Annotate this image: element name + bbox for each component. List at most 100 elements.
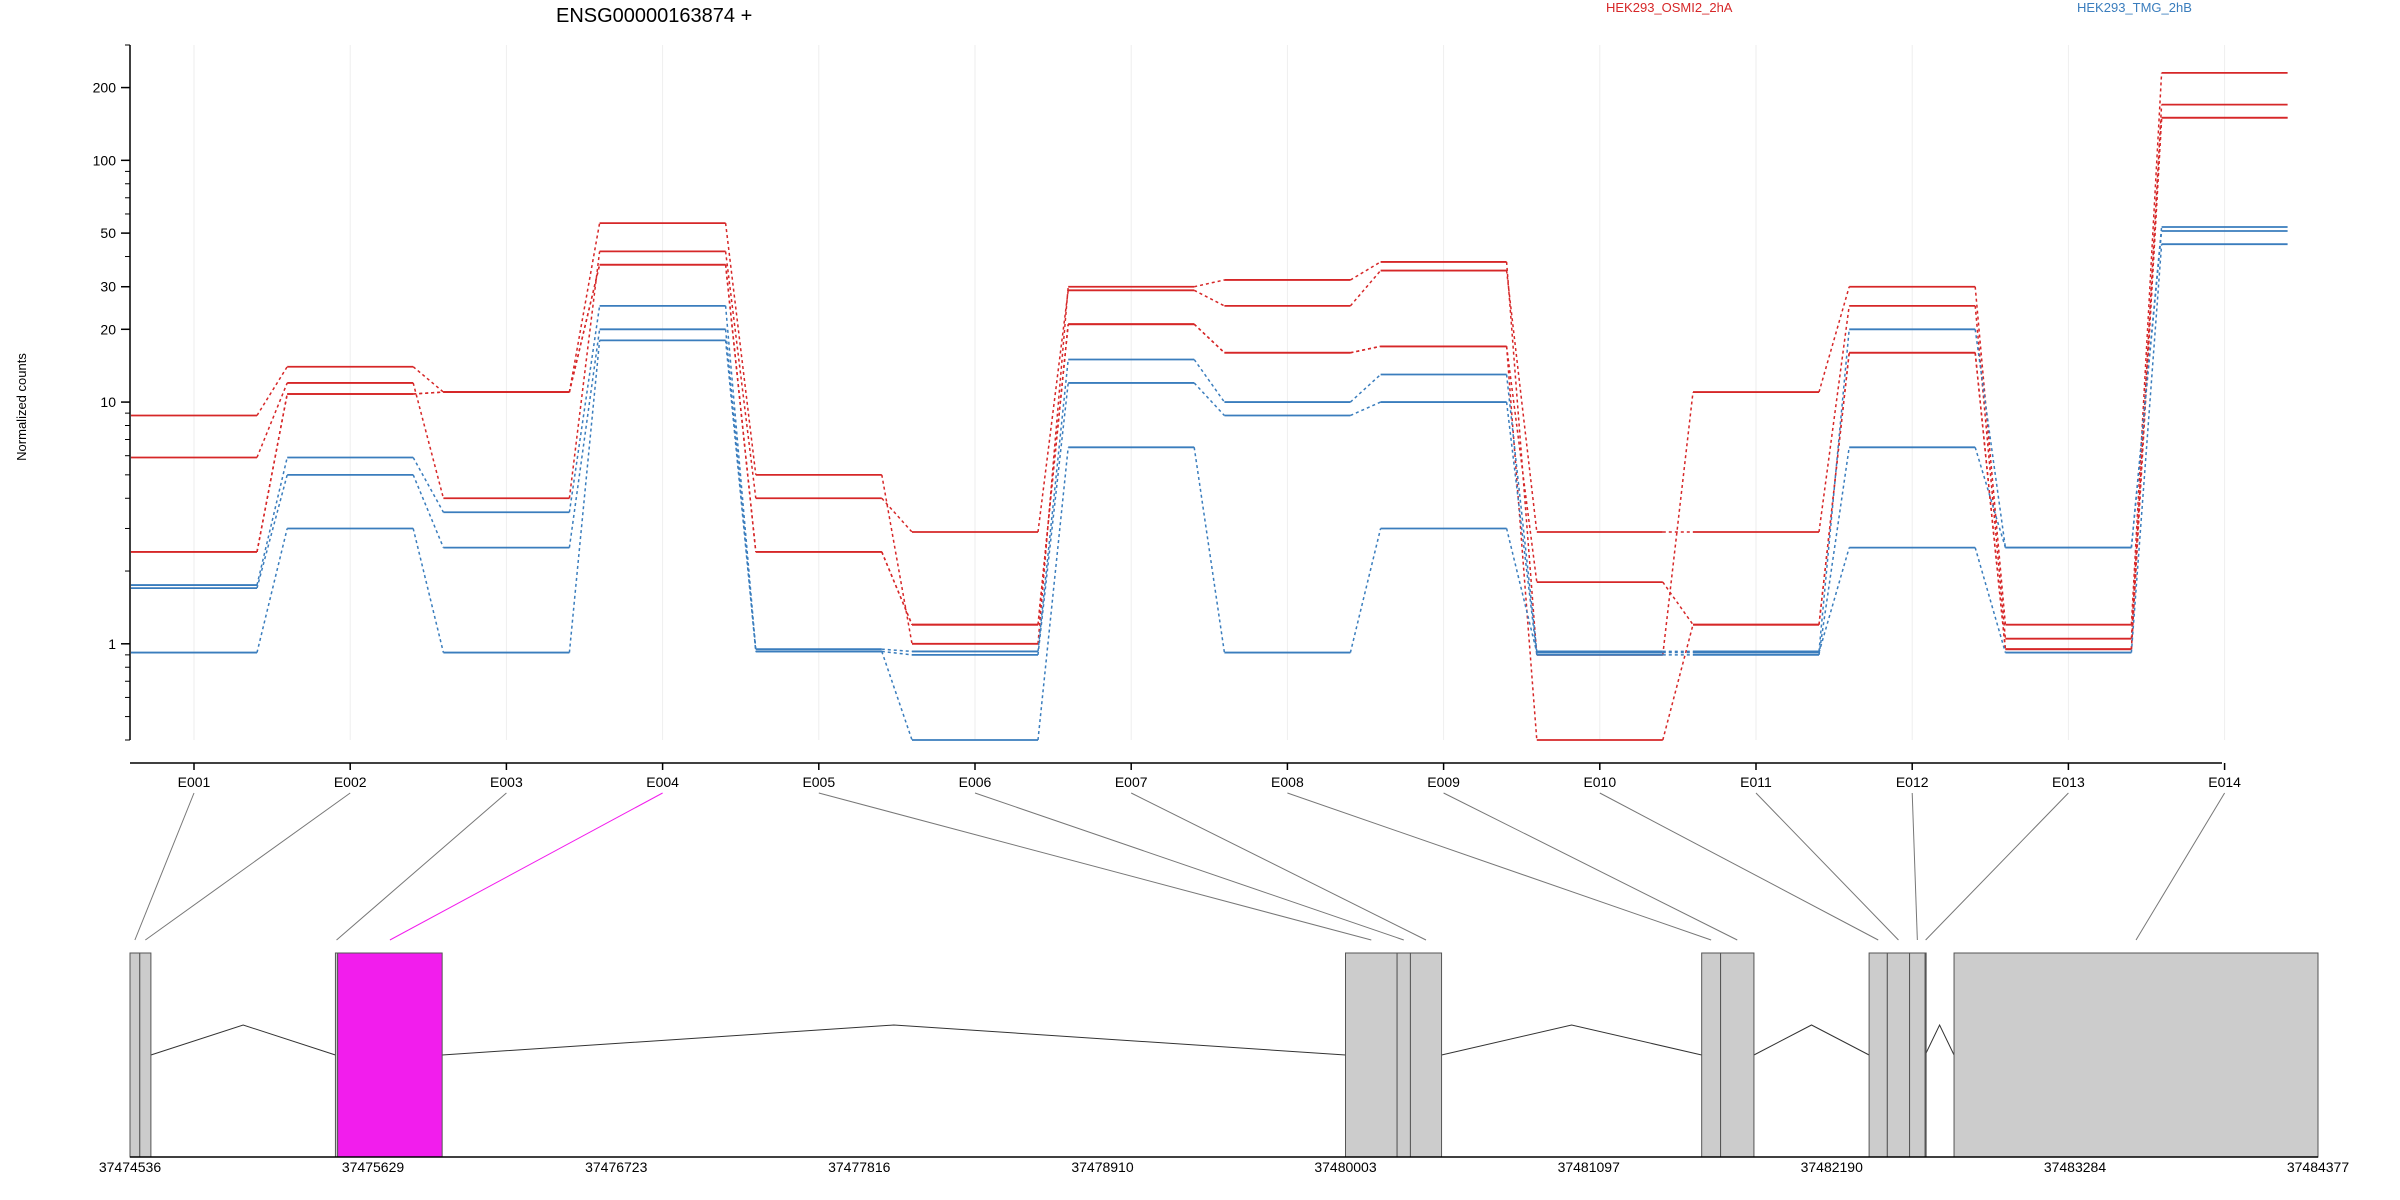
intron-line [1753, 1024, 1870, 1056]
y-tick-label: 20 [100, 321, 116, 337]
data-connector [1974, 547, 2007, 653]
data-connector [412, 366, 444, 393]
exon-connector [1755, 792, 1899, 941]
genomic-tick-label: 37476723 [585, 1159, 648, 1175]
data-connector [881, 474, 913, 644]
exon-box [1953, 952, 2319, 1158]
data-connector [256, 366, 288, 416]
exon-box [129, 952, 141, 1158]
axes: 1 10 20 30 50 100 200 E001 E002 E003 E004 E005 E006 E… [93, 44, 2241, 790]
data-connector [568, 222, 601, 393]
data-connector [1349, 270, 1382, 307]
data-connector [568, 251, 601, 499]
exon-connector [134, 792, 195, 941]
genomic-tick-label: 37478910 [1071, 1159, 1134, 1175]
data-connector [1818, 305, 1850, 533]
data-connector [1505, 270, 1538, 533]
data-connector [1974, 352, 2007, 650]
data-connector [1505, 261, 1538, 655]
data-connector [1193, 359, 1226, 403]
data-connector [1662, 391, 1694, 655]
exon-connector [1443, 792, 1738, 941]
genomic-tick-label: 37481097 [1558, 1159, 1621, 1175]
data-connector [1193, 382, 1225, 417]
x-tick-label: E012 [1896, 774, 1929, 790]
legend-entry-tmg: HEK293_TMG_2hB [2077, 0, 2192, 15]
genomic-tick-label: 37482190 [1801, 1159, 1864, 1175]
x-tick-label: E009 [1427, 774, 1460, 790]
x-tick-label: E008 [1271, 774, 1304, 790]
exon-box [1868, 952, 1888, 1158]
exon-box [1409, 952, 1443, 1158]
exon-connectors [134, 792, 2226, 941]
x-tick-label: E004 [646, 774, 679, 790]
data-connector [1037, 447, 1069, 741]
series-group [131, 243, 2288, 741]
data-connector [1350, 261, 1381, 281]
data-connector [1505, 528, 1538, 653]
y-tick-label: 1 [108, 636, 116, 652]
exon-connector [1911, 792, 1918, 941]
x-tick-label: E011 [1740, 774, 1772, 790]
y-tick-label: 30 [100, 279, 116, 295]
genomic-tick-label: 37484377 [2287, 1159, 2350, 1175]
data-connector [2130, 230, 2163, 548]
data-connector [1193, 289, 1225, 307]
data-connector [1037, 359, 1069, 652]
data-connector [1193, 447, 1226, 653]
data-connector [412, 528, 445, 653]
series-group [131, 230, 2288, 656]
exon-connector [818, 792, 1372, 941]
x-tick-label: E005 [802, 774, 835, 790]
data-connector [568, 305, 601, 513]
data-connector [724, 223, 757, 475]
data-connector [1505, 374, 1538, 652]
y-tick-label: 100 [93, 152, 117, 168]
exon-connector [1130, 792, 1427, 941]
y-axis-label: Normalized counts [14, 353, 29, 461]
exon-box [1396, 952, 1411, 1158]
genomic-tick-label: 37483284 [2044, 1159, 2107, 1175]
exon-box [1345, 952, 1398, 1158]
exon-connector [2135, 792, 2226, 941]
data-connector [1505, 401, 1538, 655]
data-connector [1974, 286, 2007, 625]
data-connector [256, 457, 288, 586]
data-connector [881, 648, 913, 653]
data-connector [256, 382, 288, 458]
data-connector [1818, 286, 1850, 393]
data-connector [1037, 382, 1069, 655]
intron-line [1924, 1023, 1955, 1056]
exon-connector [389, 792, 663, 941]
data-connector [724, 340, 757, 652]
exon-box [1886, 952, 1911, 1158]
exon-box [1909, 952, 1926, 1158]
x-tick-label: E014 [2208, 774, 2241, 790]
data-connector [1974, 329, 2007, 548]
exon-box [139, 952, 152, 1158]
data-connector [1818, 352, 1850, 625]
series-group [131, 103, 2288, 640]
genomic-tick-label: 37474536 [99, 1159, 162, 1175]
gene-model: 37474536 37475629 37476723 37477816 37478910… [99, 952, 2350, 1175]
data-connector [412, 474, 445, 548]
chart-title: ENSG00000163874 + [556, 5, 752, 27]
data-connector [881, 497, 913, 533]
intron-line [150, 1024, 336, 1056]
exon-connector [1287, 792, 1712, 941]
data-connector [1349, 373, 1382, 403]
x-tick-label: E001 [178, 774, 211, 790]
data-connector [881, 650, 913, 656]
data-connector [1193, 323, 1225, 354]
exon-box [337, 952, 443, 1158]
data-connector [724, 264, 757, 552]
exon-box [1924, 952, 1927, 1158]
data-connector [724, 251, 757, 499]
genomic-tick-label: 37480003 [1314, 1159, 1377, 1175]
intron-line [442, 1024, 1346, 1056]
data-connector [1350, 345, 1381, 354]
y-tick-label: 10 [100, 394, 116, 410]
data-connector [1662, 581, 1694, 626]
data-connector [568, 340, 601, 653]
